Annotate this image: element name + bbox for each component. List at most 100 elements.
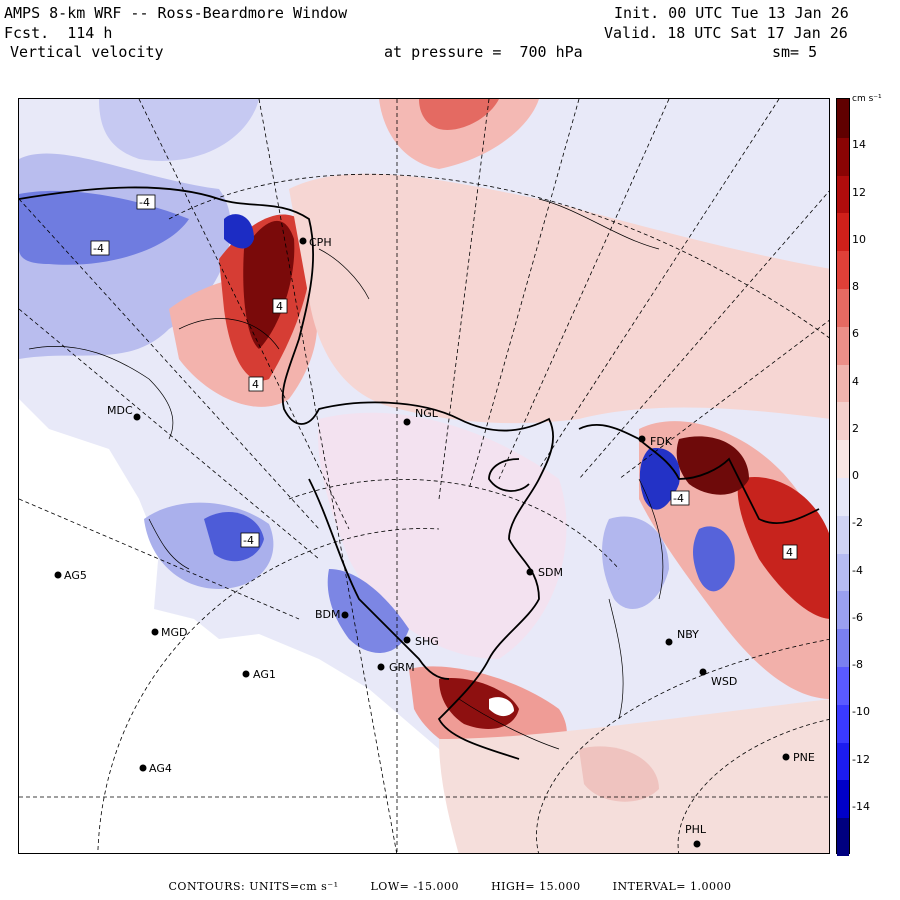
station-marker[interactable]: CPH bbox=[299, 236, 332, 249]
colorbar-tick-label: -14 bbox=[852, 799, 870, 813]
colorbar-segment bbox=[837, 250, 849, 289]
station-marker[interactable]: PHL bbox=[685, 823, 707, 848]
contour-info: CONTOURS: UNITS=cm s⁻¹ LOW= -15.000 HIGH… bbox=[0, 880, 900, 893]
svg-text:NBY: NBY bbox=[677, 628, 699, 641]
contour-high: HIGH= 15.000 bbox=[491, 880, 581, 893]
init-time: Init. 00 UTC Tue 13 Jan 26 bbox=[614, 4, 849, 22]
contour-label: 4 bbox=[782, 544, 798, 560]
colorbar-tick-label: -12 bbox=[852, 752, 870, 766]
colorbar-segment bbox=[837, 401, 849, 441]
contour-lines bbox=[28, 198, 664, 750]
station-marker[interactable]: WSD bbox=[699, 668, 738, 689]
field-name: Vertical velocity bbox=[10, 43, 164, 61]
station-marker[interactable]: MGD bbox=[151, 626, 188, 639]
station-marker[interactable]: FDK bbox=[638, 435, 673, 448]
svg-text:FDK: FDK bbox=[650, 435, 673, 448]
svg-text:-4: -4 bbox=[243, 534, 254, 547]
colorbar-segment bbox=[837, 477, 849, 516]
positive-region bbox=[379, 99, 539, 169]
svg-text:PNE: PNE bbox=[793, 751, 815, 764]
pressure-level: at pressure = 700 hPa bbox=[384, 43, 583, 61]
svg-text:GRM: GRM bbox=[389, 661, 415, 674]
station-marker[interactable]: AG5 bbox=[54, 569, 87, 582]
svg-text:-4: -4 bbox=[673, 492, 684, 505]
svg-text:CPH: CPH bbox=[309, 236, 332, 249]
valid-time: Valid. 18 UTC Sat 17 Jan 26 bbox=[604, 24, 848, 42]
station-layer: CPH MDC NGL FDK AG5 SDM bbox=[54, 236, 815, 848]
svg-text:WSD: WSD bbox=[711, 675, 737, 688]
station-marker[interactable]: NBY bbox=[665, 628, 700, 646]
colorbar-segment bbox=[837, 439, 849, 478]
contour-low: LOW= -15.000 bbox=[370, 880, 460, 893]
colorbar-segment bbox=[837, 288, 849, 327]
colorbar-segment bbox=[837, 212, 849, 252]
contour-label: -4 bbox=[90, 240, 110, 256]
station-marker[interactable]: SHG bbox=[403, 635, 439, 648]
colorbar-segment bbox=[837, 628, 849, 667]
colorbar-units: cm s⁻¹ bbox=[852, 94, 882, 104]
positive-core-strong bbox=[243, 220, 295, 349]
colorbar-segment bbox=[837, 590, 849, 630]
vertical-velocity-map: -4 -4 4 4 -4 -4 bbox=[19, 99, 829, 853]
colorbar-segment bbox=[837, 325, 849, 365]
positive-region bbox=[289, 173, 829, 424]
colorbar-segment bbox=[837, 363, 849, 403]
negative-region bbox=[99, 99, 259, 161]
colorbar-tick-label: -10 bbox=[852, 705, 870, 719]
coastline bbox=[19, 186, 820, 760]
station-marker[interactable]: AG4 bbox=[139, 762, 172, 775]
contour-units: CONTOURS: UNITS=cm s⁻¹ bbox=[168, 880, 339, 893]
svg-text:4: 4 bbox=[276, 300, 283, 313]
colorbar-tick-label: 8 bbox=[852, 280, 859, 293]
colorbar-tick-label: -8 bbox=[852, 658, 863, 671]
negative-core bbox=[204, 511, 264, 562]
graticule bbox=[19, 99, 829, 853]
contour-interval: INTERVAL= 1.0000 bbox=[612, 880, 732, 893]
svg-text:MDC: MDC bbox=[107, 404, 133, 417]
colorbar-tick-label: 6 bbox=[852, 327, 859, 341]
station-marker[interactable]: AG1 bbox=[242, 668, 276, 681]
colorbar-tick-label: -4 bbox=[852, 563, 863, 577]
positive-core-strong bbox=[676, 436, 749, 495]
colorbar-tick-label: 2 bbox=[852, 421, 859, 435]
positive-core bbox=[419, 99, 499, 130]
contour-label: 4 bbox=[272, 298, 288, 314]
station-marker[interactable]: MDC bbox=[107, 404, 141, 421]
svg-text:-4: -4 bbox=[139, 196, 150, 209]
station-marker[interactable]: SDM bbox=[526, 566, 563, 579]
contour-label: 4 bbox=[248, 376, 264, 392]
colorbar-tick-label: 4 bbox=[852, 374, 859, 388]
colorbar-segment bbox=[837, 99, 849, 138]
svg-text:AG5: AG5 bbox=[64, 569, 87, 582]
colorbar-tick-label: 12 bbox=[852, 185, 866, 199]
station-marker[interactable]: PNE bbox=[782, 751, 815, 764]
forecast-hour: Fcst. 114 h bbox=[4, 24, 113, 42]
svg-text:-4: -4 bbox=[93, 242, 104, 255]
svg-text:SDM: SDM bbox=[538, 566, 563, 579]
contour-label: -4 bbox=[136, 194, 156, 210]
colorbar-segment bbox=[837, 817, 849, 856]
colorbar-segment bbox=[837, 741, 849, 781]
contour-label: -4 bbox=[670, 490, 690, 506]
positive-region bbox=[579, 746, 659, 802]
colorbar-segment bbox=[837, 514, 849, 554]
colorbar-tick-label: 10 bbox=[852, 232, 866, 246]
no-data-spot bbox=[489, 697, 514, 717]
svg-text:AG4: AG4 bbox=[149, 762, 172, 775]
station-marker[interactable]: BDM bbox=[315, 608, 349, 621]
colorbar-segment bbox=[837, 703, 849, 743]
station-marker[interactable]: NGL bbox=[403, 407, 439, 426]
svg-text:4: 4 bbox=[786, 546, 793, 559]
negative-core bbox=[693, 526, 735, 592]
station-marker[interactable]: GRM bbox=[377, 661, 415, 674]
colorbar-segment bbox=[837, 552, 849, 592]
negative-core bbox=[639, 448, 680, 510]
positive-core-strong bbox=[439, 678, 519, 729]
negative-region bbox=[327, 569, 409, 653]
colorbar bbox=[836, 98, 850, 856]
contour-label: -4 bbox=[240, 532, 260, 548]
svg-text:AG1: AG1 bbox=[253, 668, 276, 681]
ocean-region bbox=[19, 399, 489, 853]
negative-region bbox=[602, 516, 669, 609]
contour-label-group: -4 -4 4 4 -4 -4 bbox=[90, 194, 798, 560]
